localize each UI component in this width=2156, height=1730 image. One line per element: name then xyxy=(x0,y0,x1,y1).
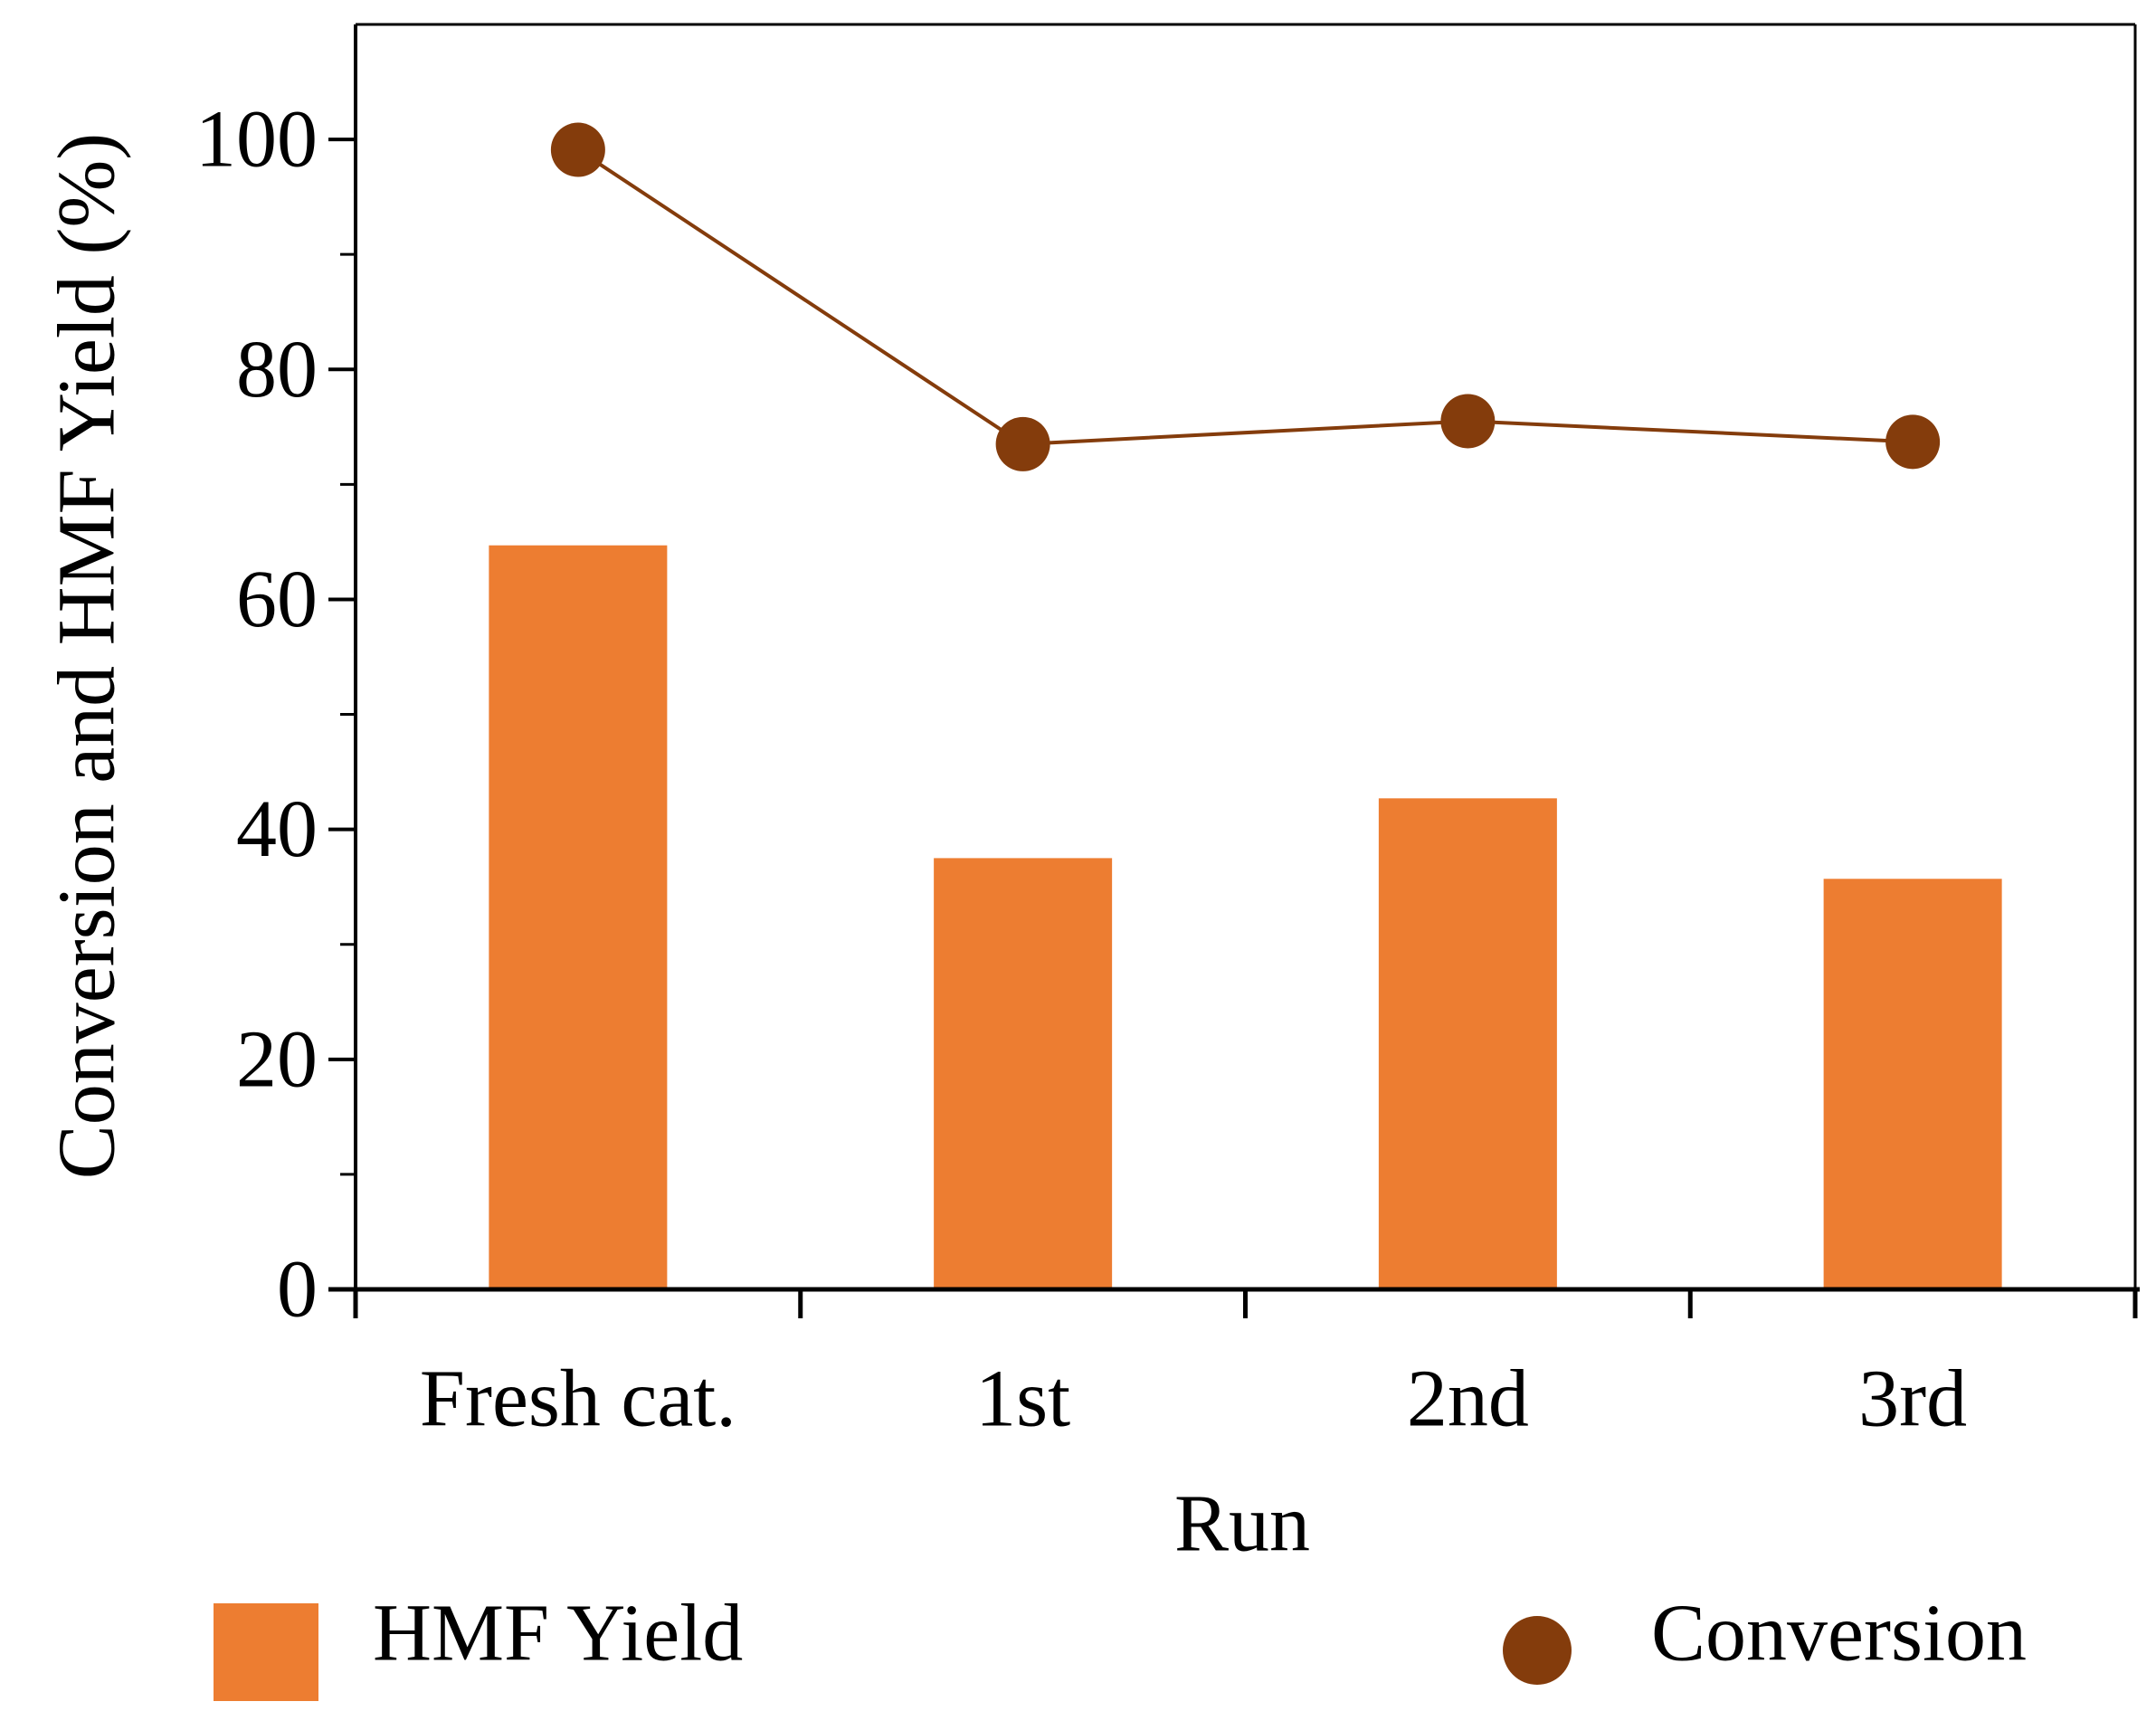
legend-label-hmf-yield: HMF Yield xyxy=(373,1589,743,1678)
legend-swatch-hmf-yield xyxy=(214,1603,318,1701)
y-tick-label-40: 40 xyxy=(236,784,318,874)
x-tick-label-3: 2nd xyxy=(1407,1355,1529,1444)
legend-label-conversion: Conversion xyxy=(1651,1589,2027,1678)
point-conversion-1 xyxy=(550,122,605,177)
bar-hmf-yield-3 xyxy=(1378,798,1557,1289)
point-conversion-3 xyxy=(1440,394,1496,449)
x-tick-label-4: 3rd xyxy=(1858,1355,1967,1444)
x-axis-title: Run xyxy=(1174,1479,1310,1569)
x-tick-label-1: Fresh cat. xyxy=(420,1355,736,1444)
y-axis-title: Conversion and HMF Yield (%) xyxy=(43,133,132,1180)
bar-hmf-yield-4 xyxy=(1823,879,2002,1289)
legend-marker-conversion xyxy=(1503,1616,1572,1685)
y-tick-label-0: 0 xyxy=(277,1245,318,1335)
y-tick-label-80: 80 xyxy=(236,325,318,414)
bar-hmf-yield-2 xyxy=(934,858,1113,1289)
point-conversion-2 xyxy=(995,416,1050,471)
y-tick-label-20: 20 xyxy=(236,1014,318,1104)
y-tick-label-100: 100 xyxy=(195,95,318,185)
bar-hmf-yield-1 xyxy=(489,545,668,1289)
x-tick-label-2: 1st xyxy=(975,1355,1070,1444)
conversion-line xyxy=(576,147,1914,446)
point-conversion-4 xyxy=(1885,414,1941,470)
y-tick-label-60: 60 xyxy=(236,555,318,644)
